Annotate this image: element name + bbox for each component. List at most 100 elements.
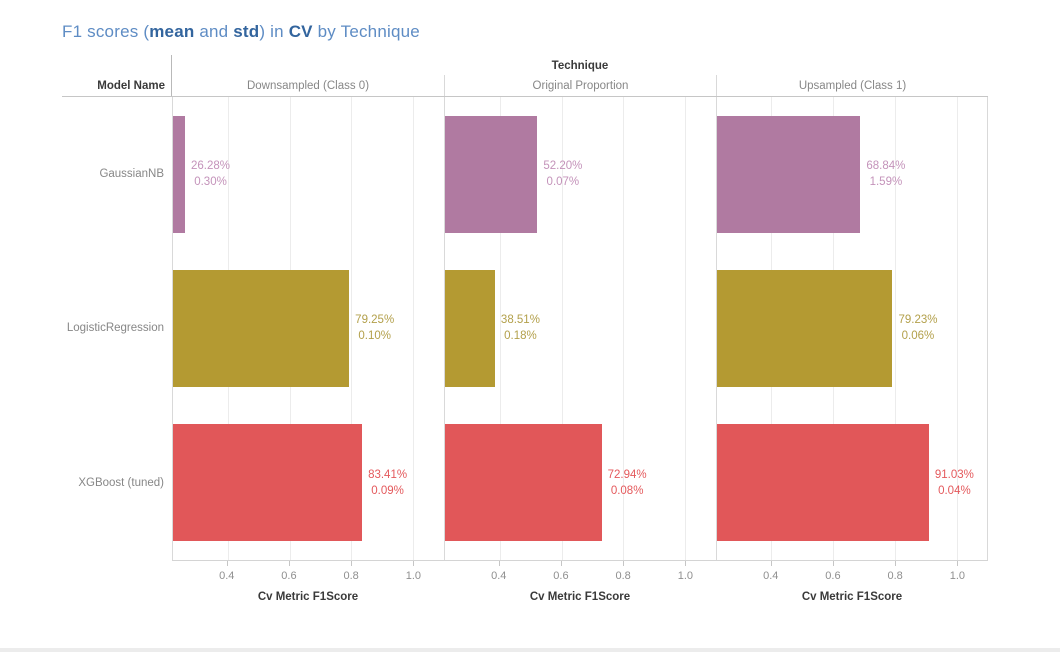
axis-tick-mark bbox=[832, 561, 834, 566]
bar-std-label: 0.04% bbox=[938, 484, 971, 497]
facet-label: Downsampled (Class 0) bbox=[246, 80, 370, 92]
title-segment-bold: mean bbox=[149, 22, 195, 41]
axis-tick-label: 0.6 bbox=[281, 570, 297, 582]
axis-title: Cv Metric F1Score bbox=[801, 591, 903, 603]
bar-std-label: 0.09% bbox=[371, 484, 404, 497]
bar[interactable] bbox=[173, 424, 363, 542]
axis-tick-label: 0.8 bbox=[887, 570, 903, 582]
axis-tick-label: 0.4 bbox=[219, 570, 235, 582]
panel: 26.28% 0.30% 79.25% 0.10% 83.41% 0.09% bbox=[172, 97, 444, 560]
bar[interactable] bbox=[445, 270, 495, 387]
bar[interactable] bbox=[717, 270, 893, 387]
gridline bbox=[413, 97, 415, 560]
bar-value-label: 38.51% 0.18% bbox=[501, 312, 540, 344]
bar-std-label: 0.10% bbox=[358, 330, 391, 343]
gridline bbox=[561, 97, 563, 560]
bar-std-label: 0.30% bbox=[194, 176, 227, 189]
bar[interactable] bbox=[445, 424, 602, 542]
axis-title: Cv Metric F1Score bbox=[257, 591, 359, 603]
axis-tick-label: 1.0 bbox=[949, 570, 966, 582]
facet-labels: Downsampled (Class 0) Original Proportion… bbox=[172, 75, 988, 96]
axis-tick-mark bbox=[226, 561, 228, 566]
bar-mean-label: 79.25% bbox=[355, 314, 395, 327]
title-segment: and bbox=[194, 22, 234, 41]
bar-value-label: 83.41% 0.09% bbox=[368, 467, 407, 499]
bar-mean-label: 79.23% bbox=[898, 314, 938, 327]
bar[interactable] bbox=[445, 115, 538, 233]
title-segment: ) in bbox=[259, 22, 289, 41]
gridline bbox=[351, 97, 353, 560]
bar-value-label: 91.03% 0.04% bbox=[935, 467, 974, 499]
bar-mean-label: 83.41% bbox=[368, 468, 408, 481]
facet-label: Original Proportion bbox=[444, 75, 716, 96]
bar-std-label: 0.07% bbox=[546, 176, 580, 189]
bar-row: 68.84% 1.59% bbox=[717, 97, 987, 251]
axis-tick-label: 0.4 bbox=[491, 570, 507, 582]
bar-row: 83.41% 0.09% bbox=[173, 406, 444, 560]
bar-std-label: 1.59% bbox=[869, 176, 903, 189]
gridline bbox=[956, 97, 958, 560]
row-label: XGBoost (tuned) bbox=[78, 476, 164, 489]
axis-tick-mark bbox=[413, 561, 415, 566]
chart-title: F1 scores (mean and std) in CV by Techni… bbox=[62, 22, 420, 42]
bar-mean-label: 38.51% bbox=[500, 314, 540, 327]
faceted-bar-chart: Model Name Technique Downsampled (Class … bbox=[62, 55, 988, 612]
bar-mean-label: 68.84% bbox=[866, 160, 906, 173]
bar-row: 38.51% 0.18% bbox=[445, 251, 716, 405]
bar-row: 79.23% 0.06% bbox=[717, 251, 987, 405]
bar[interactable] bbox=[717, 424, 929, 542]
axis-tick-label: 0.8 bbox=[615, 570, 631, 582]
window-bottom-edge bbox=[0, 648, 1060, 652]
column-header-band: Model Name Technique Downsampled (Class … bbox=[62, 55, 988, 97]
axis-tick-mark bbox=[685, 561, 687, 566]
bar-value-label: 72.94% 0.08% bbox=[608, 467, 647, 499]
axes-band: 0.4 0.6 0.8 1.0 Cv Metric F1Score 0.4 0.6 0.8 1.… bbox=[62, 560, 988, 612]
axis-tick-label: 0.8 bbox=[343, 570, 359, 582]
bar[interactable] bbox=[173, 270, 350, 387]
row-label: GaussianNB bbox=[99, 168, 164, 181]
title-segment: by Technique bbox=[312, 22, 420, 41]
gridline bbox=[894, 97, 896, 560]
bar-mean-label: 91.03% bbox=[934, 468, 974, 481]
bar[interactable] bbox=[173, 115, 186, 233]
bar-mean-label: 26.28% bbox=[191, 160, 231, 173]
row-label: LogisticRegression bbox=[66, 322, 164, 335]
model-name-header: Model Name bbox=[62, 55, 172, 96]
bar-row: 91.03% 0.04% bbox=[717, 406, 987, 560]
bar-std-label: 0.06% bbox=[901, 330, 935, 343]
axis-tick-mark bbox=[351, 561, 353, 566]
axis-title: Cv Metric F1Score bbox=[529, 591, 631, 603]
title-segment-bold: std bbox=[233, 22, 260, 41]
axis-tick-mark bbox=[560, 561, 562, 566]
axis-tick-label: 0.6 bbox=[825, 570, 841, 582]
bar-row: 72.94% 0.08% bbox=[445, 406, 716, 560]
x-axis: 0.4 0.6 0.8 1.0 Cv Metric F1Score bbox=[444, 560, 716, 612]
panel: 52.20% 0.07% 38.51% 0.18% 72.94% 0.08% bbox=[444, 97, 716, 560]
facet-label: Upsampled (Class 1) bbox=[716, 75, 988, 96]
bar-mean-label: 52.20% bbox=[543, 160, 583, 173]
title-segment: F1 scores ( bbox=[62, 22, 150, 41]
row-labels: GaussianNB LogisticRegression XGBoost (tun… bbox=[62, 97, 172, 560]
bar-mean-label: 72.94% bbox=[607, 468, 647, 481]
axis-tick-label: 1.0 bbox=[677, 570, 694, 582]
chart-body: GaussianNB LogisticRegression XGBoost (tun… bbox=[62, 97, 988, 560]
axis-tick-label: 1.0 bbox=[405, 570, 422, 582]
axis-tick-mark bbox=[957, 561, 959, 566]
technique-header: Technique bbox=[551, 60, 609, 72]
bar-row: 52.20% 0.07% bbox=[445, 97, 716, 251]
bar-row: 79.25% 0.10% bbox=[173, 251, 444, 405]
bar-value-label: 26.28% 0.30% bbox=[191, 158, 230, 190]
axes-list: 0.4 0.6 0.8 1.0 Cv Metric F1Score 0.4 0.6 0.8 1.… bbox=[172, 560, 988, 612]
bar-std-label: 0.18% bbox=[504, 330, 537, 343]
axis-tick-label: 0.6 bbox=[553, 570, 569, 582]
panel: 68.84% 1.59% 79.23% 0.06% 91.03% 0.04% bbox=[716, 97, 988, 560]
panels: 26.28% 0.30% 79.25% 0.10% 83.41% 0.09% 52.20% 0… bbox=[172, 97, 988, 560]
bar-value-label: 68.84% 1.59% bbox=[866, 158, 905, 190]
axes-spacer bbox=[62, 560, 172, 612]
title-segment-bold: CV bbox=[288, 22, 313, 41]
bar-value-label: 79.25% 0.10% bbox=[355, 312, 394, 344]
bar-std-label: 0.08% bbox=[610, 484, 644, 497]
bar[interactable] bbox=[717, 115, 861, 233]
bar-row: 26.28% 0.30% bbox=[173, 97, 444, 251]
axis-tick-label: 0.4 bbox=[763, 570, 779, 582]
